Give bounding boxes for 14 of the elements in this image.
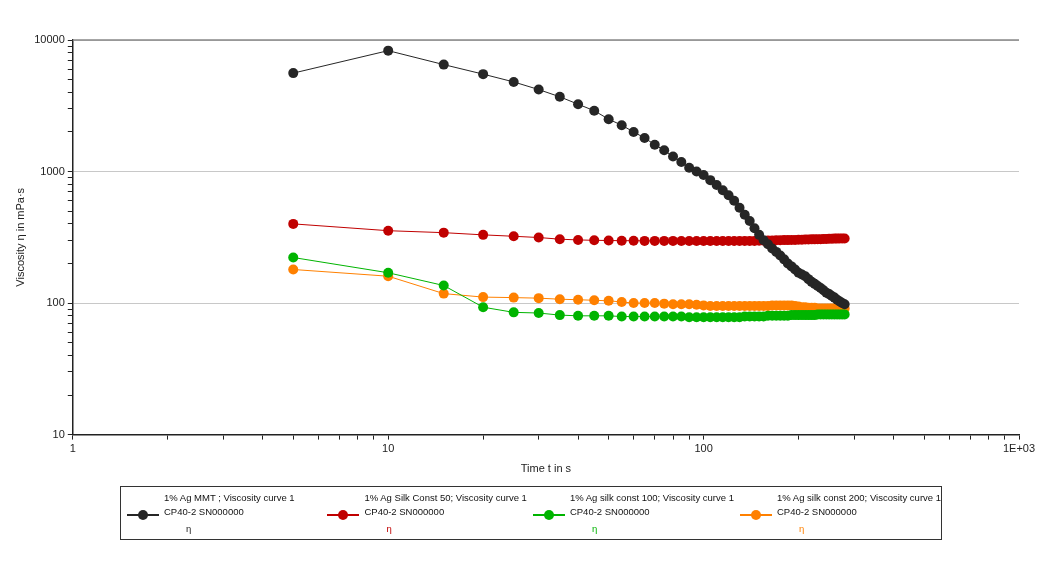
- x-tick-label: 10: [382, 442, 395, 455]
- y-axis-title: Viscosity η in mPa·s: [13, 187, 26, 287]
- x-tick-label: 1: [69, 442, 76, 455]
- y-tick-label: 10: [52, 427, 65, 440]
- y-tick-label: 100: [46, 296, 65, 309]
- y-tick-label: 10000: [34, 33, 65, 46]
- legend-label: 1% Ag Silk Const 50; Viscosity curve 1 CP40-2 SN000000 η: [364, 492, 527, 534]
- x-axis-title: Time t in s: [520, 462, 572, 475]
- legend-label: 1% Ag silk const 100; Viscosity curve 1 CP40-2 SN000000 η: [569, 492, 734, 534]
- x-tick-label: 100: [694, 442, 713, 455]
- x-tick-label: 1E+03: [1002, 442, 1036, 455]
- legend-label: 1% Ag MMT ; Viscosity curve 1 CP40-2 SN000000 η: [164, 492, 295, 534]
- legend-label: 1% Ag silk const 200; Viscosity curve 1 CP40-2 SN000000 η: [776, 492, 941, 534]
- y-tick-label: 1000: [40, 164, 65, 177]
